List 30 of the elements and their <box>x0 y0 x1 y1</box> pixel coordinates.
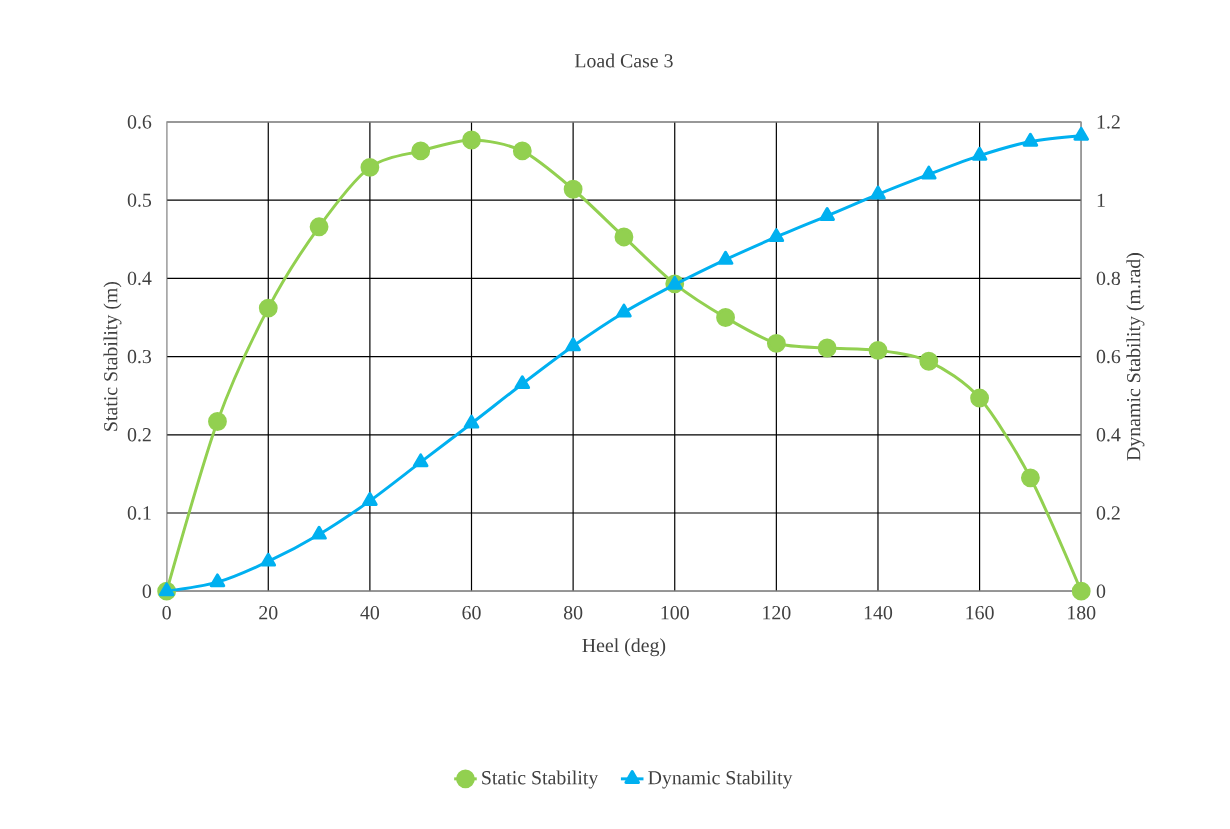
x-tick-label: 40 <box>360 605 380 620</box>
y-axis-title: Static Stability (m) <box>103 281 122 431</box>
x-tick-label: 60 <box>462 605 481 620</box>
x-tick-label: 0 <box>162 605 171 620</box>
x-tick-label: 160 <box>966 605 994 620</box>
y2-tick-label: 1.2 <box>1097 115 1120 129</box>
x-tick-label: 80 <box>563 605 583 620</box>
x-tick-label: 20 <box>259 605 278 620</box>
y-tick-label: 0.4 <box>127 271 152 286</box>
legend-label: Dynamic Stability <box>648 770 793 789</box>
legend-label: Static Stability <box>482 770 599 789</box>
y-tick-label: 0.1 <box>127 506 151 520</box>
y2-tick-label: 0 <box>1096 584 1106 598</box>
x-tick-label: 140 <box>864 605 893 620</box>
y2-tick-label: 0.8 <box>1096 271 1121 286</box>
x-tick-label: 120 <box>763 605 791 620</box>
y-tick-label: 0 <box>142 584 152 598</box>
y-tick-label: 0.6 <box>127 115 152 129</box>
y2-tick-label: 0.6 <box>1096 349 1121 364</box>
x-tick-label: 100 <box>661 605 689 620</box>
y-tick-label: 0.3 <box>127 349 152 364</box>
y2-axis-title: Dynamic Stability (m.rad) <box>1126 252 1145 461</box>
chart-title: Load Case 3 <box>574 53 673 68</box>
x-axis-title: Heel (deg) <box>582 638 666 657</box>
y2-tick-label: 0.2 <box>1096 506 1120 520</box>
y2-tick-label: 0.4 <box>1096 427 1121 442</box>
y-tick-label: 0.5 <box>127 193 152 207</box>
y2-tick-label: 1 <box>1097 193 1105 207</box>
y-tick-label: 0.2 <box>127 427 151 442</box>
x-tick-label: 180 <box>1068 605 1096 620</box>
